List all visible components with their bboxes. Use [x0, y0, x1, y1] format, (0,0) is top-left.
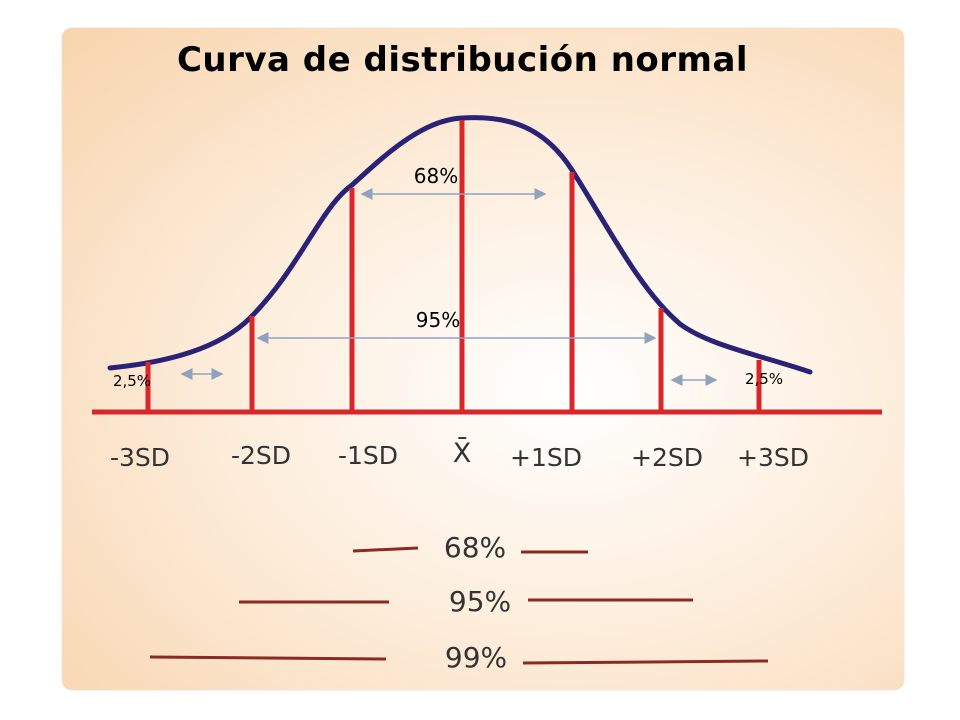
legend-line-68-left	[352, 546, 419, 553]
axis-label-plus2: +2SD	[631, 443, 703, 472]
axis-label-plus3: +3SD	[737, 443, 809, 472]
legend-line-99-left	[149, 655, 387, 661]
legend-label-95: 95%	[449, 585, 511, 618]
label-left-tail: 2,5%	[113, 372, 151, 390]
axis-label-minus3: -3SD	[110, 443, 170, 472]
legend-label-99: 99%	[445, 641, 507, 674]
axis-label-mean: X̄	[453, 437, 472, 469]
page-title: Curva de distribución normal	[176, 40, 749, 80]
label-68: 68%	[414, 164, 458, 188]
label-95: 95%	[416, 308, 460, 332]
legend-label-68: 68%	[444, 531, 506, 564]
axis-label-plus1: +1SD	[510, 443, 582, 472]
label-right-tail: 2,5%	[745, 370, 783, 388]
axis-label-minus1: -1SD	[338, 441, 398, 470]
axis-label-minus2: -2SD	[231, 441, 291, 470]
legend-line-99-right	[522, 659, 769, 665]
